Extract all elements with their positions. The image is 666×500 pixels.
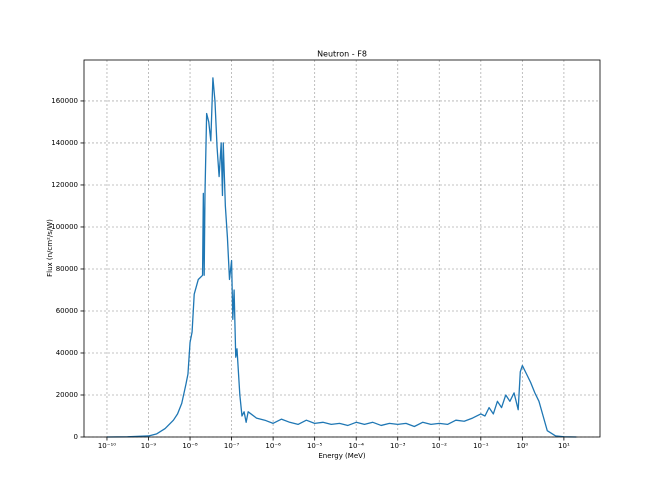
y-tick-label: 140000 <box>51 139 78 147</box>
x-tick-label: 10⁻¹⁰ <box>98 442 116 450</box>
x-tick-label: 10⁻³ <box>390 442 406 450</box>
x-tick-label: 10¹ <box>558 442 570 450</box>
y-tick-label: 40000 <box>56 349 78 357</box>
x-tick-label: 10⁻⁸ <box>182 442 198 450</box>
x-tick-label: 10⁰ <box>516 442 528 450</box>
y-axis-label: Flux (n/cm²/s/W) <box>46 219 54 277</box>
x-tick-label: 10⁻² <box>432 442 448 450</box>
y-tick-label: 120000 <box>51 181 78 189</box>
x-tick-label: 10⁻⁴ <box>348 442 364 450</box>
y-tick-label: 100000 <box>51 223 78 231</box>
x-axis-label: Energy (MeV) <box>318 452 366 460</box>
x-tick-label: 10⁻⁹ <box>141 442 157 450</box>
y-tick-label: 20000 <box>56 391 78 399</box>
plot-frame <box>83 59 601 438</box>
x-tick-label: 10⁻⁷ <box>224 442 240 450</box>
y-tick-label: 60000 <box>56 307 78 315</box>
data-line <box>106 77 577 438</box>
x-tick-label: 10⁻¹ <box>473 442 489 450</box>
chart-title: Neutron - F8 <box>317 50 367 59</box>
x-tick-label: 10⁻⁶ <box>265 442 281 450</box>
y-tick-label: 80000 <box>56 265 78 273</box>
y-tick-label: 0 <box>74 433 78 441</box>
y-tick-label: 160000 <box>51 97 78 105</box>
x-tick-label: 10⁻⁵ <box>307 442 323 450</box>
